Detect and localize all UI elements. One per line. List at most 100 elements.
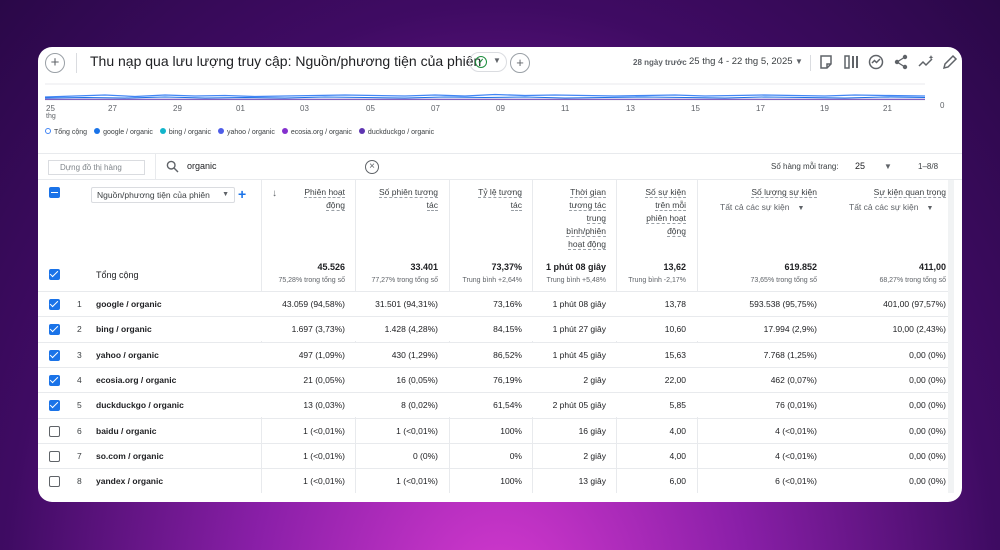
chevron-down-icon: ▼ (222, 191, 229, 198)
legend-item[interactable]: yahoo / organic (217, 128, 275, 136)
column-header-line: động (616, 225, 686, 238)
share-icon[interactable] (892, 53, 910, 71)
sort-arrow-icon[interactable]: ↓ (272, 188, 277, 199)
select-all-checkbox[interactable] (49, 187, 60, 198)
plot-rows-button[interactable]: Dựng đồ thị hàng (48, 160, 145, 175)
legend-dot-icon (94, 128, 101, 134)
column-header[interactable]: Số lượng sự kiện (697, 186, 817, 199)
row-checkbox[interactable] (49, 425, 60, 437)
chart-x-tick: 03 (300, 104, 309, 113)
row-value: 1 (<0,01%) (303, 450, 345, 461)
column-header[interactable]: Số phiên tương tác (358, 186, 438, 212)
chart-x-tick: 13 (626, 104, 635, 113)
row-value: 1 phút 27 giây (552, 324, 606, 335)
chart-x-tick: 19 (820, 104, 829, 113)
total-value: 45.526 (317, 262, 345, 272)
row-checkbox[interactable] (49, 299, 60, 310)
row-value: 0,00 (0%) (909, 476, 946, 487)
row-value: 1 phút 08 giây (552, 299, 606, 309)
add-dimension-button[interactable]: + (238, 186, 247, 202)
column-header-line: bình/phiên (536, 225, 606, 238)
legend-item[interactable]: bing / organic (159, 128, 211, 136)
column-header[interactable]: Tỷ lệ tương tác (452, 186, 522, 212)
total-checkbox[interactable] (49, 269, 60, 280)
column-header-line: phiên hoạt (616, 212, 686, 225)
row-value: 4,00 (669, 450, 686, 461)
total-subtext: Trung bình -2,17% (628, 277, 686, 284)
edit-icon[interactable] (941, 53, 959, 71)
legend-label: bing / organic (168, 129, 211, 136)
chart-x-tick: 07 (431, 104, 440, 113)
chart-x-subtick: thg (46, 113, 56, 120)
row-checkbox[interactable] (49, 476, 60, 488)
total-subtext: 75,28% trong tổng số (278, 277, 345, 284)
column-header[interactable]: Thời gian tương tác trung bình/phiên hoạt độ… (536, 186, 606, 251)
chart-series-google (45, 96, 925, 99)
clear-search-icon[interactable]: × (365, 160, 379, 174)
row-dimension[interactable]: yandex / organic (96, 476, 164, 487)
total-value: 73,37% (491, 262, 522, 272)
table-scrollbar[interactable] (948, 180, 954, 493)
insights-icon[interactable] (867, 53, 885, 71)
column-header-text: tương tác (569, 200, 606, 211)
trend-sparkle-icon[interactable] (917, 53, 935, 71)
row-checkbox[interactable] (49, 349, 60, 361)
rows-per-page-select[interactable]: 25 (855, 161, 866, 171)
add-filter-button[interactable]: + (510, 53, 530, 73)
row-checkbox[interactable] (49, 400, 60, 412)
note-icon[interactable] (817, 53, 835, 71)
add-comparison-button[interactable]: + (45, 53, 65, 73)
row-value: 0,00 (0%) (909, 374, 946, 385)
report-status-dropdown[interactable]: ✓ ▼ (469, 52, 507, 72)
chevron-down-icon[interactable]: ▼ (884, 162, 892, 171)
table-row[interactable]: 4 ecosia.org / organic 21 (0,05%) 16 (0,05%… (38, 366, 948, 392)
legend-item[interactable]: Tổng cộng (45, 128, 87, 136)
column-header-text: động (326, 200, 345, 211)
column-header-text: trung (586, 213, 606, 224)
column-header-text: Số lượng sự kiện (751, 187, 817, 198)
legend-item[interactable]: google / organic (94, 128, 153, 136)
table-row[interactable]: 6 baidu / organic 1 (<0,01%) 1 (<0,01%) 100%… (38, 417, 948, 443)
table-row[interactable]: 5 duckduckgo / organic 13 (0,03%) 8 (0,02%)… (38, 392, 948, 418)
column-header[interactable]: Sự kiện quan trọng (826, 186, 946, 199)
row-dimension[interactable]: duckduckgo / organic (96, 400, 184, 411)
table-row[interactable]: 2 bing / organic 1.697 (3,73%) 1.428 (4,28%… (38, 316, 948, 342)
legend-item[interactable]: ecosia.org / organic (281, 128, 352, 136)
row-dimension[interactable]: baidu / organic (96, 425, 157, 436)
header-divider (76, 53, 77, 73)
report-header: + Thu nạp qua lưu lượng truy cập: Nguồn/… (38, 47, 962, 79)
chevron-down-icon[interactable]: ▼ (795, 57, 803, 66)
search-input[interactable]: organic (187, 161, 217, 171)
row-dimension[interactable]: yahoo / organic (96, 349, 159, 360)
column-header[interactable]: Phiên hoạt động (265, 186, 345, 212)
column-header[interactable]: Số sự kiện trên mỗi phiên hoạt động (616, 186, 686, 238)
dimension-dropdown[interactable]: Nguồn/phương tiện của phiên ▼ (91, 187, 235, 203)
date-range-picker[interactable]: 25 thg 4 - 22 thg 5, 2025 (689, 56, 793, 67)
legend-item[interactable]: duckduckgo / organic (358, 128, 434, 136)
table-row[interactable]: 7 so.com / organic 1 (<0,01%) 0 (0%) 0% 2 giâ… (38, 442, 948, 468)
chevron-down-icon: ▼ (493, 56, 501, 65)
row-dimension[interactable]: bing / organic (96, 324, 152, 335)
table-row[interactable]: 8 yandex / organic 1 (<0,01%) 1 (<0,01%) 100… (38, 468, 948, 493)
legend-label: ecosia.org / organic (290, 129, 352, 136)
event-filter-dropdown[interactable]: Tất cả các sự kiện ▼ (720, 202, 804, 212)
table-row[interactable]: 3 yahoo / organic 497 (1,09%) 430 (1,29%) 86… (38, 341, 948, 367)
column-header-line: Số phiên tương (358, 186, 438, 199)
event-filter-label: Tất cả các sự kiện (720, 202, 790, 212)
row-value: 21 (0,05%) (303, 374, 345, 385)
report-card: + Thu nạp qua lưu lượng truy cập: Nguồn/… (38, 47, 962, 502)
row-dimension[interactable]: so.com / organic (96, 450, 164, 461)
table-row[interactable]: 1 google / organic 43.059 (94,58%) 31.501 (… (38, 291, 948, 316)
row-value: 1 (<0,01%) (396, 425, 438, 436)
row-dimension[interactable]: google / organic (96, 299, 162, 309)
dimension-label: Nguồn/phương tiện của phiên (97, 190, 210, 200)
event-filter-dropdown[interactable]: Tất cả các sự kiện ▼ (849, 202, 933, 212)
total-subtext: 68,27% trong tổng số (879, 277, 946, 284)
column-header-line: hoạt động (536, 238, 606, 251)
compare-columns-icon[interactable] (842, 53, 860, 71)
row-dimension[interactable]: ecosia.org / organic (96, 374, 177, 385)
row-checkbox[interactable] (49, 450, 60, 462)
row-checkbox[interactable] (49, 324, 60, 336)
row-value: 76,19% (493, 374, 522, 385)
row-checkbox[interactable] (49, 374, 60, 386)
